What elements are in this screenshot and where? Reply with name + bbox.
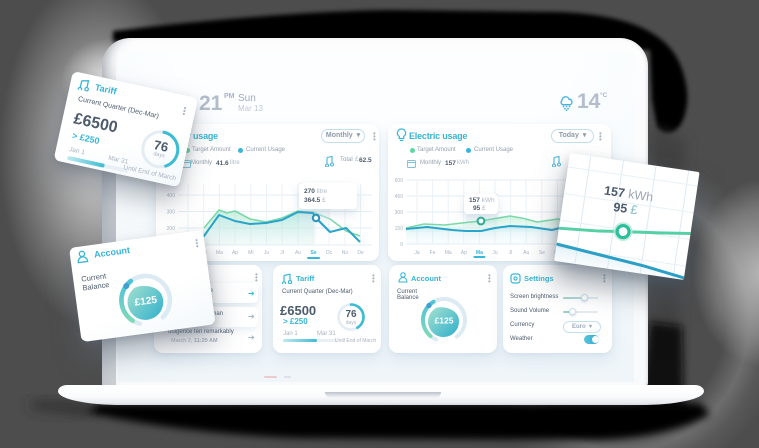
svg-text:157 kWh: 157 kWh xyxy=(603,183,654,204)
svg-text:Ap: Ap xyxy=(232,250,238,256)
svg-text:Jl: Jl xyxy=(280,250,284,256)
svg-text:Jl: Jl xyxy=(509,250,513,256)
svg-text:400: 400 xyxy=(167,193,176,199)
svg-text:£125: £125 xyxy=(435,316,454,326)
svg-text:Ap: Ap xyxy=(461,250,467,256)
svg-text:Au: Au xyxy=(523,250,529,256)
svg-text:£125: £125 xyxy=(134,295,158,309)
svg-text:Ja: Ja xyxy=(414,250,420,256)
svg-text:450: 450 xyxy=(395,194,404,200)
svg-text:300: 300 xyxy=(395,210,404,216)
svg-text:Mi: Mi xyxy=(248,250,253,256)
svg-text:Oc: Oc xyxy=(326,250,333,256)
svg-text:Ju: Ju xyxy=(492,250,498,256)
svg-text:150: 150 xyxy=(395,226,404,232)
svg-text:Se: Se xyxy=(539,250,545,256)
svg-text:Ma: Ma xyxy=(445,250,452,256)
svg-text:De: De xyxy=(357,250,364,256)
svg-text:Au: Au xyxy=(295,250,301,256)
svg-text:300: 300 xyxy=(167,210,176,216)
svg-text:Fe: Fe xyxy=(430,250,436,256)
svg-text:Ju: Ju xyxy=(264,250,270,256)
svg-text:Ma: Ma xyxy=(476,250,483,256)
svg-text:0: 0 xyxy=(400,242,403,248)
svg-text:Se: Se xyxy=(311,250,317,256)
svg-text:600: 600 xyxy=(395,178,404,184)
svg-text:200: 200 xyxy=(167,226,176,232)
svg-text:95 £: 95 £ xyxy=(612,200,638,217)
svg-text:No: No xyxy=(342,250,349,256)
svg-text:Ma: Ma xyxy=(216,250,223,256)
